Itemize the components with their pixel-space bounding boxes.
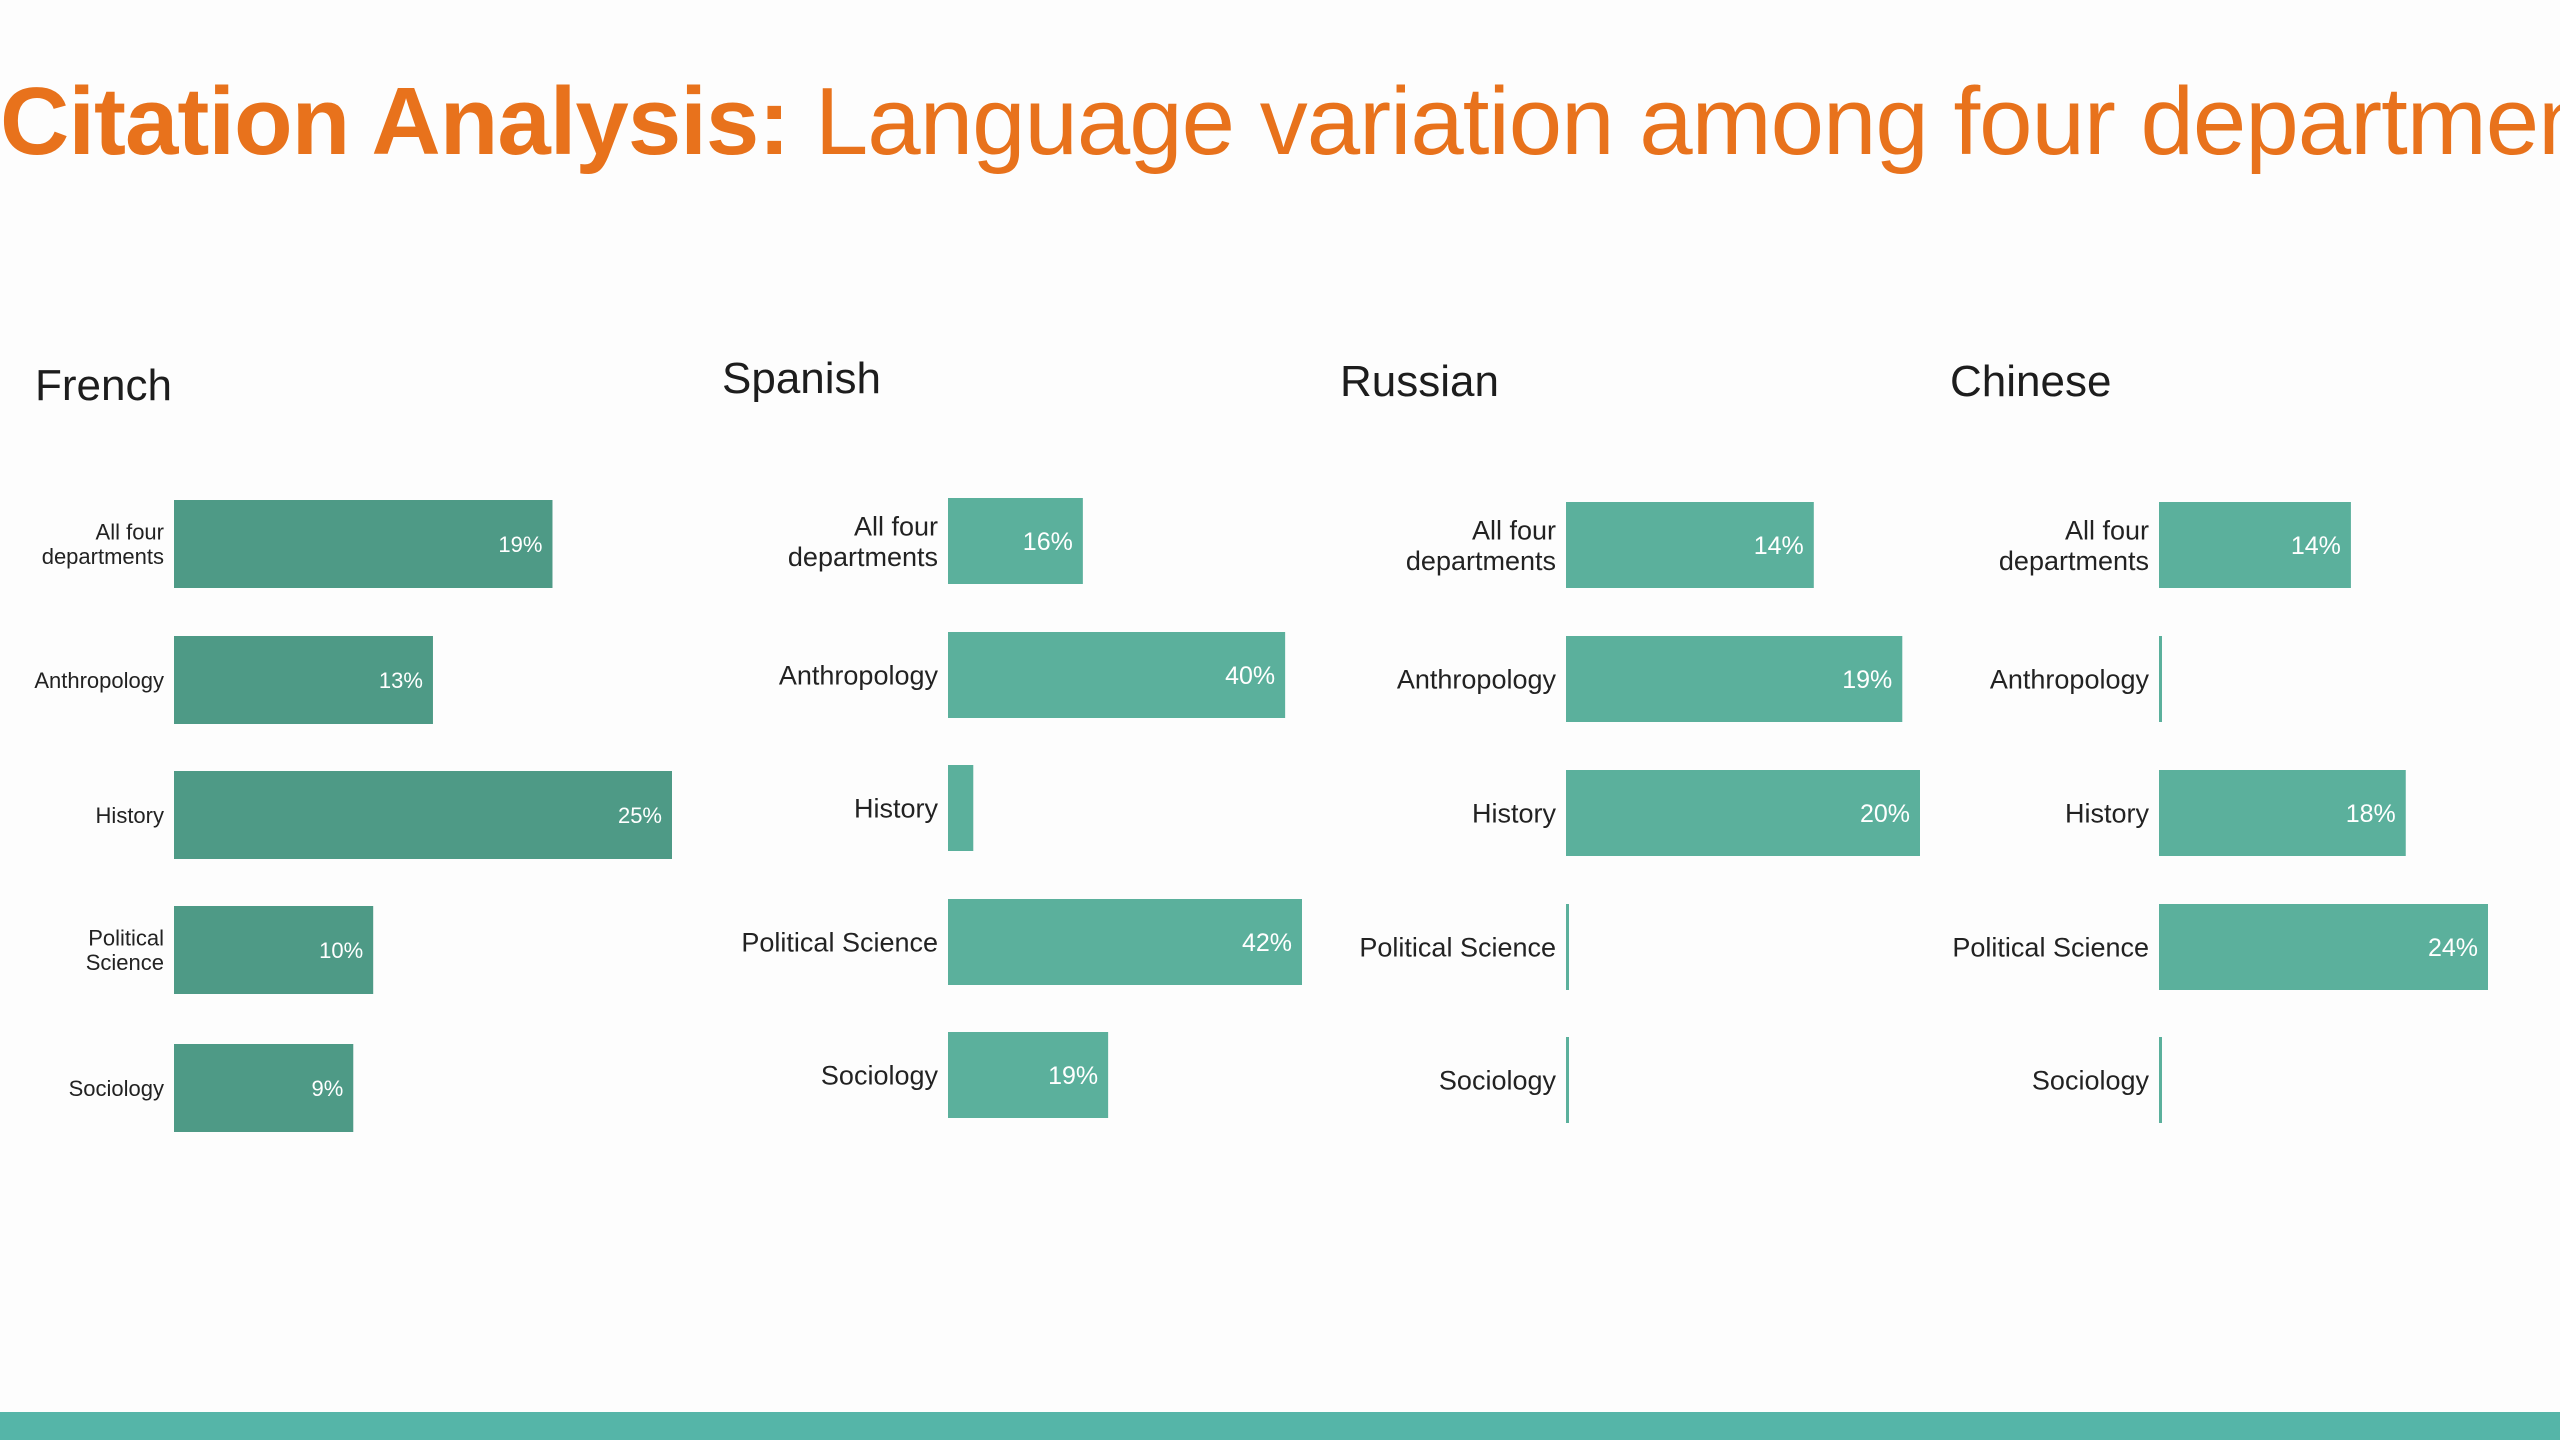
value-label-french-all-four-departments: 19% [498,532,542,557]
chart-french: French All four departments 19% Anthropology… [34,361,672,1132]
chart-title-french: French [35,361,172,410]
bar-chinese-political-science [2159,904,2488,990]
category-label-russian-all-four-departments: All four departments [1406,516,1556,576]
category-label-french-political-science: Political Science [86,926,164,976]
category-label-french-history: History [96,803,164,828]
value-label-chinese-history: 18% [2346,800,2396,828]
bar-russian-anthropology [1566,636,1903,722]
bar-spanish-history [948,765,974,851]
footer-bar [0,1412,2560,1440]
value-label-russian-all-four-departments: 14% [1754,532,1804,560]
value-label-french-anthropology: 13% [379,668,423,693]
value-label-french-sociology: 9% [311,1076,343,1101]
bar-french-political-science [174,906,374,994]
value-label-russian-history: 20% [1860,800,1910,828]
value-label-chinese-all-four-departments: 14% [2291,532,2341,560]
category-label-french-all-four-departments: All four departments [42,520,164,570]
bar-russian-all-four-departments [1566,502,1814,588]
category-label-spanish-anthropology: Anthropology [779,661,939,691]
bar-french-anthropology [174,636,433,724]
value-label-russian-anthropology: 19% [1842,666,1892,694]
bar-french-history [174,771,672,859]
category-label-french-sociology: Sociology [69,1076,164,1101]
category-label-spanish-sociology: Sociology [821,1061,939,1091]
chart-title-spanish: Spanish [722,354,881,403]
category-label-spanish-all-four-departments: All four departments [788,512,938,572]
bar-spanish-anthropology [948,632,1286,718]
bar-chinese-anthropology [2159,636,2162,722]
bar-french-all-four-departments [174,500,553,588]
bar-russian-history [1566,770,1920,856]
chart-title-russian: Russian [1340,357,1499,406]
title-rest: Language variation among four department… [814,68,2560,175]
bar-russian-sociology [1566,1037,1569,1123]
page-title: Citation Analysis: Language variation am… [0,62,2560,182]
chart-russian: Russian All four departments 14% Anthropolog… [1340,357,1920,1123]
category-label-chinese-political-science: Political Science [1952,933,2149,963]
category-label-chinese-history: History [2065,799,2150,829]
category-label-chinese-anthropology: Anthropology [1990,665,2150,695]
category-label-french-anthropology: Anthropology [34,668,164,693]
value-label-spanish-all-four-departments: 16% [1023,528,1073,556]
bar-spanish-all-four-departments [948,498,1083,584]
value-label-spanish-political-science: 42% [1242,929,1292,957]
chart-spanish: Spanish All four departments 16% Anthropolog… [722,354,1302,1118]
bar-chinese-all-four-departments [2159,502,2351,588]
bar-chinese-sociology [2159,1037,2162,1123]
category-label-chinese-all-four-departments: All four departments [1999,516,2149,576]
value-label-chinese-political-science: 24% [2428,934,2478,962]
category-label-spanish-political-science: Political Science [741,928,938,958]
chart-title-chinese: Chinese [1950,357,2111,406]
bar-russian-political-science [1566,904,1569,990]
category-label-spanish-history: History [854,794,939,824]
bar-french-sociology [174,1044,354,1132]
category-label-russian-sociology: Sociology [1439,1066,1557,1096]
bar-spanish-political-science [948,899,1302,985]
bar-chinese-history [2159,770,2406,856]
value-label-spanish-anthropology: 40% [1225,662,1275,690]
category-label-chinese-sociology: Sociology [2032,1066,2150,1096]
category-label-russian-history: History [1472,799,1557,829]
value-label-french-history: 25% [618,803,662,828]
chart-chinese: Chinese All four departments 14% Anthropolog… [1950,357,2488,1123]
category-label-russian-political-science: Political Science [1359,933,1556,963]
value-label-spanish-sociology: 19% [1048,1062,1098,1090]
title-bold: Citation Analysis: [0,68,790,175]
value-label-french-political-science: 10% [319,938,363,963]
category-label-russian-anthropology: Anthropology [1397,665,1557,695]
bar-spanish-sociology [948,1032,1109,1118]
